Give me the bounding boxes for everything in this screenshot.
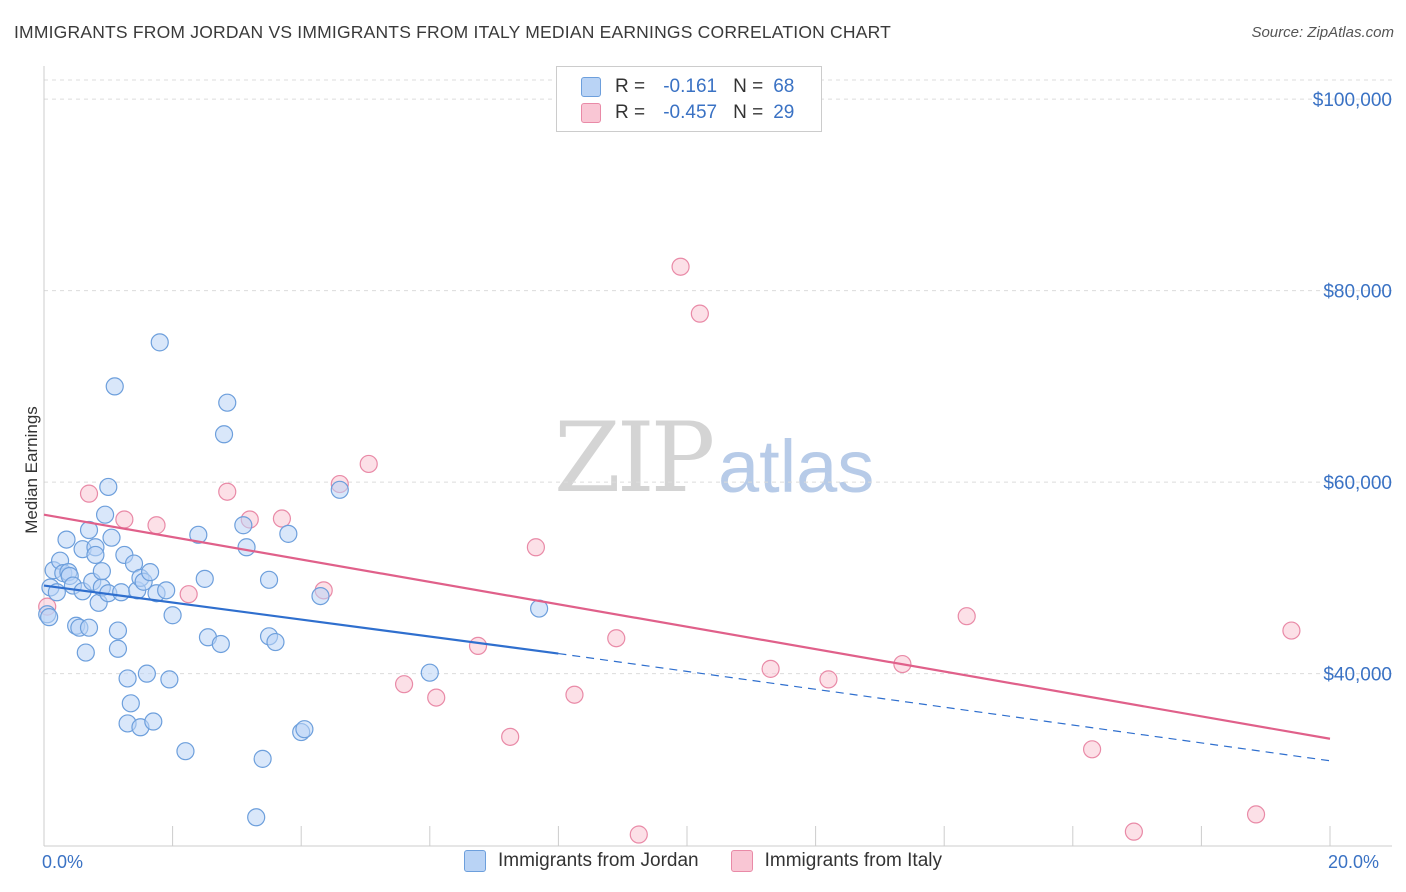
jordan-point [40,608,59,627]
legend-item-italy: Immigrants from Italy [730,850,942,872]
jordan-point [163,606,182,625]
jordan-point [118,669,137,688]
jordan-swatch [581,77,601,97]
jordan-point [108,621,128,640]
y-axis-label: Median Earnings [22,406,41,534]
legend-r-value-jordan: -0.161 [663,76,718,97]
jordan-point [195,569,214,588]
watermark-atlas: atlas [718,425,875,508]
jordan-point [121,694,140,713]
correlation-legend: R = -0.161 N = 68 R = -0.457 N = 29 [556,66,822,132]
watermark-zip: ZIP [554,402,715,514]
italy-point [394,675,414,694]
italy-point [957,607,976,626]
jordan-point [311,586,330,606]
jordan-point [92,562,111,581]
jordan-point [237,538,256,557]
jordan-point [176,742,195,761]
italy-legend-swatch [730,850,753,872]
italy-point [1124,822,1143,841]
jordan-point [266,632,285,652]
chart-title: IMMIGRANTS FROM JORDAN VS IMMIGRANTS FRO… [14,22,891,42]
legend-row-jordan: R = -0.161 N = 68 [581,75,794,99]
jordan-point [234,516,253,535]
italy-point [1282,621,1301,640]
italy-point [629,825,648,844]
jordan-point [160,670,179,689]
jordan-legend-swatch [464,850,486,872]
jordan-point [86,545,105,565]
jordan-point [247,808,266,827]
legend-n-label: N = [733,102,764,123]
source-credit: Source: ZipAtlas.com [1251,24,1394,41]
italy-point [147,516,166,535]
jordan-point [189,525,208,544]
jordan-trend-line [43,584,559,655]
jordan-point [279,524,298,543]
jordan-point [420,663,439,682]
legend-r-value-italy: -0.457 [663,102,718,123]
italy-point [1082,740,1102,759]
jordan-point [218,393,237,412]
jordan-point [57,530,76,549]
legend-row-italy: R = -0.457 N = 29 [581,101,794,125]
series-legend: Immigrants from Jordan Immigrants from I… [0,850,1406,872]
jordan-point [137,664,156,683]
jordan-point [330,480,349,499]
italy-point [1246,805,1266,824]
jordan-point [76,643,95,662]
jordan-point [150,333,169,352]
italy-point [607,629,626,648]
italy-point [115,510,134,529]
italy-point [359,454,378,474]
jordan-point [259,570,279,589]
italy-point [218,482,237,501]
jordan-point [108,639,128,658]
italy-point [501,727,520,746]
legend-n-label: N = [733,76,764,97]
legend-n-value-italy: 29 [773,102,795,123]
legend-n-value-jordan: 68 [773,76,795,97]
italy-point [671,257,690,276]
jordan-trend-extension [558,652,1331,762]
jordan-point [79,618,99,637]
jordan-point [157,581,176,600]
legend-r-label: R = [615,76,646,97]
italy-point [565,685,584,704]
italy-point [690,304,709,323]
jordan-point [140,563,160,582]
y-tick-label: $60,000 [1323,473,1392,494]
italy-point [179,585,198,604]
legend-label-italy: Immigrants from Italy [764,850,942,871]
x-tick-label-max: 20.0% [1328,852,1380,872]
italy-point [427,688,446,707]
jordan-point [295,720,314,739]
y-tick-label: $80,000 [1323,282,1392,303]
jordan-point [144,712,163,731]
italy-point [819,670,838,689]
jordan-point [211,634,230,654]
x-tick-label-min: 0.0% [42,852,84,872]
jordan-point [102,528,121,547]
jordan-point [105,377,124,396]
italy-point [79,484,99,503]
jordan-point [253,749,272,768]
italy-point [761,659,780,678]
jordan-point [95,505,115,524]
italy-point [526,538,545,557]
italy-swatch [581,103,601,123]
y-tick-label: $100,000 [1313,90,1392,111]
jordan-point [112,583,131,602]
legend-label-jordan: Immigrants from Jordan [498,850,699,871]
jordan-point [214,425,234,444]
y-tick-label: $40,000 [1323,665,1392,686]
italy-point [468,636,488,655]
italy-point [272,509,292,528]
legend-r-label: R = [615,102,646,123]
jordan-point [99,477,118,497]
italy-trend-line [43,513,1331,740]
legend-item-jordan: Immigrants from Jordan [464,850,699,872]
